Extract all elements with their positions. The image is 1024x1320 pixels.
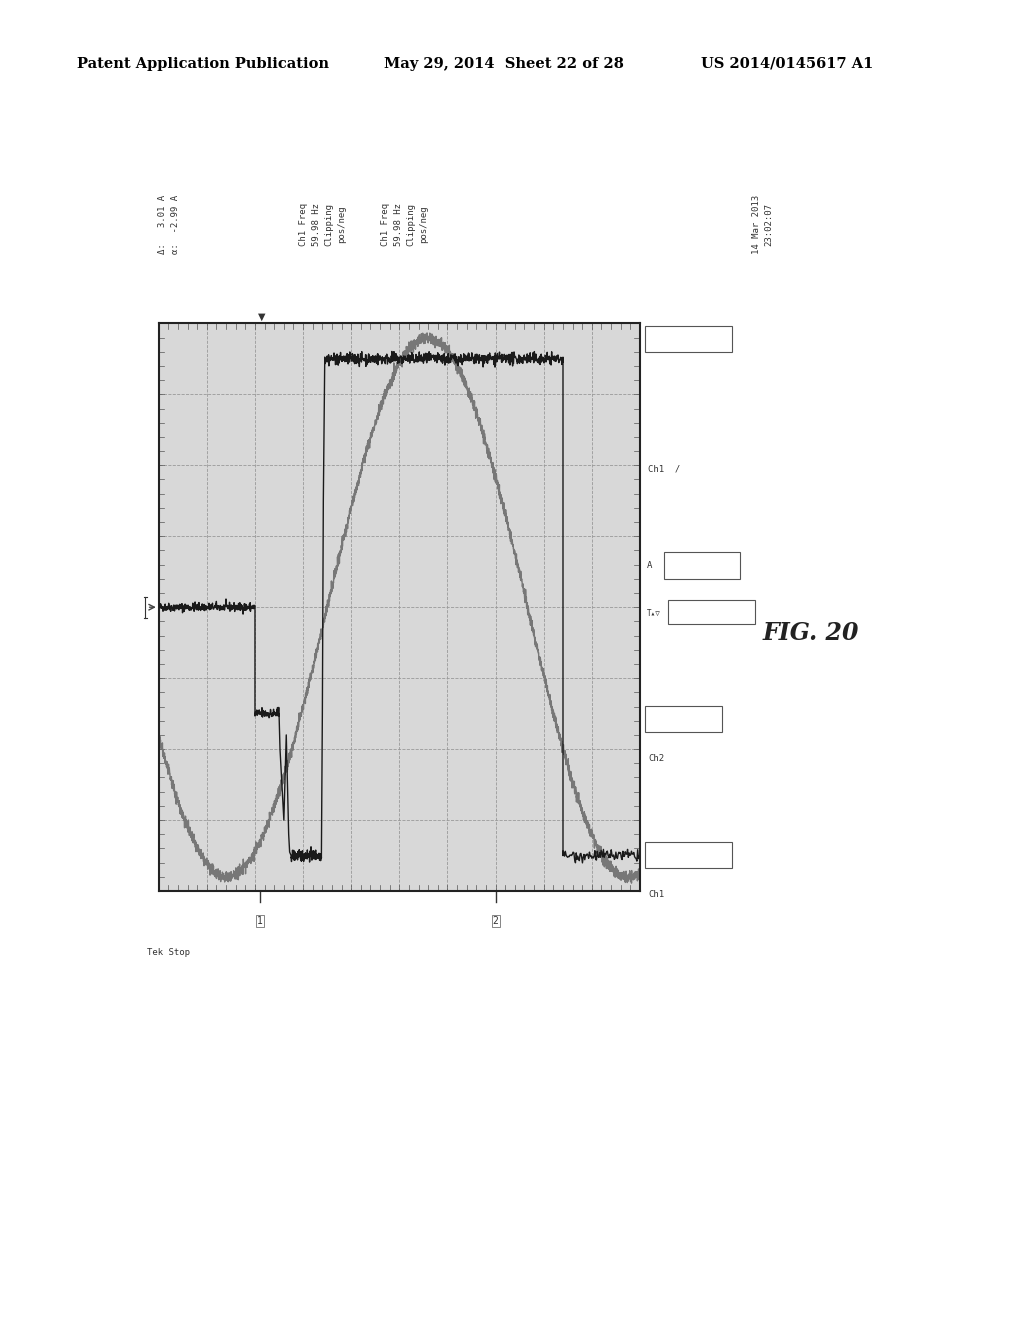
- Text: 2: 2: [493, 916, 499, 925]
- Text: US 2014/0145617 A1: US 2014/0145617 A1: [701, 57, 873, 71]
- Text: Tek Stop: Tek Stop: [146, 948, 189, 957]
- Text: Δ:   3.01 A
α:  -2.99 A: Δ: 3.01 A α: -2.99 A: [159, 195, 179, 253]
- Text: T▴▽: T▴▽: [647, 609, 662, 618]
- Text: Ch1  /: Ch1 /: [648, 465, 680, 474]
- Text: -72.0000μs: -72.0000μs: [686, 607, 736, 616]
- Text: ▼: ▼: [258, 312, 266, 322]
- Text: 50.0 V: 50.0 V: [665, 714, 702, 723]
- Text: 500 mAΩ: 500 mAΩ: [671, 850, 707, 859]
- Text: Ch1 Freq
59.98 Hz
Clipping
pos/neg: Ch1 Freq 59.98 Hz Clipping pos/neg: [299, 203, 346, 246]
- Text: M 2.00ms: M 2.00ms: [681, 561, 723, 570]
- Text: Ch2: Ch2: [648, 754, 665, 763]
- Text: May 29, 2014  Sheet 22 of 28: May 29, 2014 Sheet 22 of 28: [384, 57, 624, 71]
- Text: 460 mA: 460 mA: [670, 335, 708, 343]
- Text: A: A: [647, 561, 652, 570]
- Text: Patent Application Publication: Patent Application Publication: [77, 57, 329, 71]
- Text: FIG. 20: FIG. 20: [763, 622, 859, 645]
- Text: 1: 1: [257, 916, 263, 925]
- Text: Ch1 Freq
59.98 Hz
Clipping
pos/neg: Ch1 Freq 59.98 Hz Clipping pos/neg: [381, 203, 428, 246]
- Text: 14 Mar 2013
23:02:07: 14 Mar 2013 23:02:07: [753, 195, 773, 253]
- Text: Ch1: Ch1: [648, 890, 665, 899]
